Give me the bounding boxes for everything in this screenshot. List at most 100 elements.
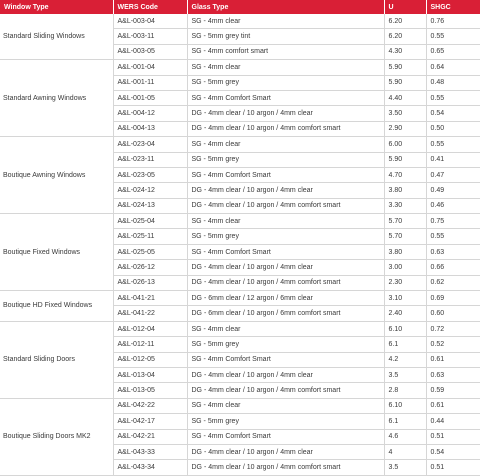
glass-type-cell: SG - 5mm grey <box>187 413 385 430</box>
shgc-value-cell: 0.46 <box>426 198 480 215</box>
glass-type-cell: SG - 4mm Comfort Smart <box>187 244 385 261</box>
u-value-cell: 4.30 <box>384 44 427 61</box>
table-row: A&L-013-04 DG - 4mm clear / 10 argon / 4m… <box>0 367 480 384</box>
glass-type-cell: DG - 6mm clear / 10 argon / 6mm comfort … <box>187 305 385 322</box>
table-row: A&L-042-21 SG - 4mm Comfort Smart 4.6 0.51 <box>0 429 480 445</box>
table-row: Boutique Awning Windows A&L-023-04 SG - 4m… <box>0 136 480 215</box>
wers-code-cell: A&L-012-04 <box>113 321 188 338</box>
window-type-cell: Boutique Awning Windows <box>0 136 114 215</box>
glass-type-cell: SG - 4mm comfort smart <box>187 44 385 61</box>
wers-code-cell: A&L-001-04 <box>113 59 188 76</box>
u-value-cell: 6.00 <box>384 136 427 153</box>
wers-code-cell: A&L-041-22 <box>113 305 188 322</box>
table-row: A&L-043-34 DG - 4mm clear / 10 argon / 4m… <box>0 459 480 476</box>
glass-type-cell: DG - 4mm clear / 10 argon / 4mm comfort … <box>187 121 385 138</box>
shgc-value-cell: 0.65 <box>426 44 480 61</box>
u-value-cell: 2.40 <box>384 305 427 322</box>
glass-type-cell: SG - 5mm grey <box>187 228 385 245</box>
wers-code-cell: A&L-025-05 <box>113 244 188 261</box>
table-row: A&L-041-22 DG - 6mm clear / 10 argon / 6m… <box>0 305 480 322</box>
wers-code-cell: A&L-025-04 <box>113 213 188 230</box>
shgc-value-cell: 0.49 <box>426 182 480 199</box>
window-type-cell: Standard Sliding Doors <box>0 321 114 399</box>
wers-code-cell: A&L-004-12 <box>113 105 188 122</box>
glass-type-cell: DG - 4mm clear / 10 argon / 4mm comfort … <box>187 275 385 292</box>
wers-code-cell: A&L-012-05 <box>113 352 188 368</box>
glass-type-cell: SG - 4mm clear <box>187 59 385 76</box>
table-row: A&L-042-17 SG - 5mm grey 6.1 0.44 <box>0 413 480 430</box>
wers-code-cell: A&L-013-05 <box>113 382 188 399</box>
u-value-cell: 3.5 <box>384 459 427 476</box>
u-value-cell: 6.10 <box>384 398 427 415</box>
wers-code-cell: A&L-003-11 <box>113 28 188 45</box>
u-value-cell: 4.70 <box>384 167 427 184</box>
shgc-value-cell: 0.76 <box>426 14 480 30</box>
wers-code-cell: A&L-026-12 <box>113 259 188 276</box>
wers-code-cell: A&L-001-05 <box>113 90 188 107</box>
wers-code-cell: A&L-042-17 <box>113 413 188 430</box>
table-row: A&L-001-11 SG - 5mm grey 5.90 0.48 <box>0 75 480 91</box>
glass-type-cell: SG - 5mm grey <box>187 152 385 168</box>
glass-type-cell: DG - 4mm clear / 10 argon / 4mm clear <box>187 105 385 122</box>
table-row: Standard Awning Windows A&L-001-04 SG - 4m… <box>0 59 480 138</box>
shgc-value-cell: 0.51 <box>426 459 480 476</box>
u-value-cell: 5.70 <box>384 228 427 245</box>
u-value-cell: 3.00 <box>384 259 427 276</box>
table-row: A&L-004-12 DG - 4mm clear / 10 argon / 4m… <box>0 105 480 122</box>
wers-code-cell: A&L-025-11 <box>113 228 188 245</box>
table-row: A&L-001-05 SG - 4mm Comfort Smart 4.40 0.55 <box>0 90 480 107</box>
glass-type-cell: DG - 4mm clear / 10 argon / 4mm comfort … <box>187 198 385 215</box>
window-type-cell: Boutique Fixed Windows <box>0 213 114 292</box>
glass-type-cell: SG - 5mm grey tint <box>187 28 385 45</box>
table-row: A&L-023-11 SG - 5mm grey 5.90 0.41 <box>0 152 480 168</box>
table-row: A&L-003-11 SG - 5mm grey tint 6.20 0.55 <box>0 28 480 45</box>
table-row: A&L-004-13 DG - 4mm clear / 10 argon / 4m… <box>0 121 480 138</box>
u-value-cell: 5.90 <box>384 59 427 76</box>
shgc-value-cell: 0.66 <box>426 259 480 276</box>
glass-type-cell: SG - 5mm grey <box>187 336 385 353</box>
table-header-row: Window Type WERS Code Glass Type U SHGC <box>0 0 480 14</box>
u-value-cell: 4.2 <box>384 352 427 368</box>
shgc-value-cell: 0.52 <box>426 336 480 353</box>
glass-type-cell: SG - 4mm Comfort Smart <box>187 429 385 445</box>
table-row: Boutique Sliding Doors MK2 A&L-042-22 SG -… <box>0 398 480 476</box>
window-type-cell: Standard Awning Windows <box>0 59 114 138</box>
header-shgc: SHGC <box>426 0 480 14</box>
shgc-value-cell: 0.47 <box>426 167 480 184</box>
glass-type-cell: SG - 4mm clear <box>187 321 385 338</box>
u-value-cell: 3.30 <box>384 198 427 215</box>
glass-type-cell: SG - 5mm grey <box>187 75 385 91</box>
u-value-cell: 3.5 <box>384 367 427 384</box>
table-row: Boutique HD Fixed Windows A&L-041-21 DG - … <box>0 290 480 322</box>
wers-code-cell: A&L-043-34 <box>113 459 188 476</box>
table-row: A&L-024-12 DG - 4mm clear / 10 argon / 4m… <box>0 182 480 199</box>
u-value-cell: 5.90 <box>384 152 427 168</box>
table-row: A&L-043-33 DG - 4mm clear / 10 argon / 4m… <box>0 444 480 461</box>
u-value-cell: 5.70 <box>384 213 427 230</box>
shgc-value-cell: 0.54 <box>426 444 480 461</box>
table-row: A&L-025-05 SG - 4mm Comfort Smart 3.80 0.63 <box>0 244 480 261</box>
u-value-cell: 4.6 <box>384 429 427 445</box>
table-row: Standard Sliding Windows A&L-003-04 SG - 4… <box>0 14 480 61</box>
u-value-cell: 3.50 <box>384 105 427 122</box>
shgc-value-cell: 0.63 <box>426 367 480 384</box>
header-u: U <box>384 0 427 14</box>
u-value-cell: 2.30 <box>384 275 427 292</box>
table-row: A&L-012-05 SG - 4mm Comfort Smart 4.2 0.61 <box>0 352 480 368</box>
shgc-value-cell: 0.61 <box>426 398 480 415</box>
wers-code-cell: A&L-023-11 <box>113 152 188 168</box>
shgc-value-cell: 0.44 <box>426 413 480 430</box>
table-row: A&L-012-11 SG - 5mm grey 6.1 0.52 <box>0 336 480 353</box>
u-value-cell: 6.10 <box>384 321 427 338</box>
wers-code-cell: A&L-023-05 <box>113 167 188 184</box>
u-value-cell: 3.10 <box>384 290 427 307</box>
wers-code-cell: A&L-023-04 <box>113 136 188 153</box>
glass-type-cell: SG - 4mm clear <box>187 213 385 230</box>
window-type-cell: Boutique HD Fixed Windows <box>0 290 114 322</box>
shgc-value-cell: 0.72 <box>426 321 480 338</box>
wers-code-cell: A&L-003-05 <box>113 44 188 61</box>
wers-code-cell: A&L-042-21 <box>113 429 188 445</box>
shgc-value-cell: 0.60 <box>426 305 480 322</box>
u-value-cell: 6.20 <box>384 28 427 45</box>
